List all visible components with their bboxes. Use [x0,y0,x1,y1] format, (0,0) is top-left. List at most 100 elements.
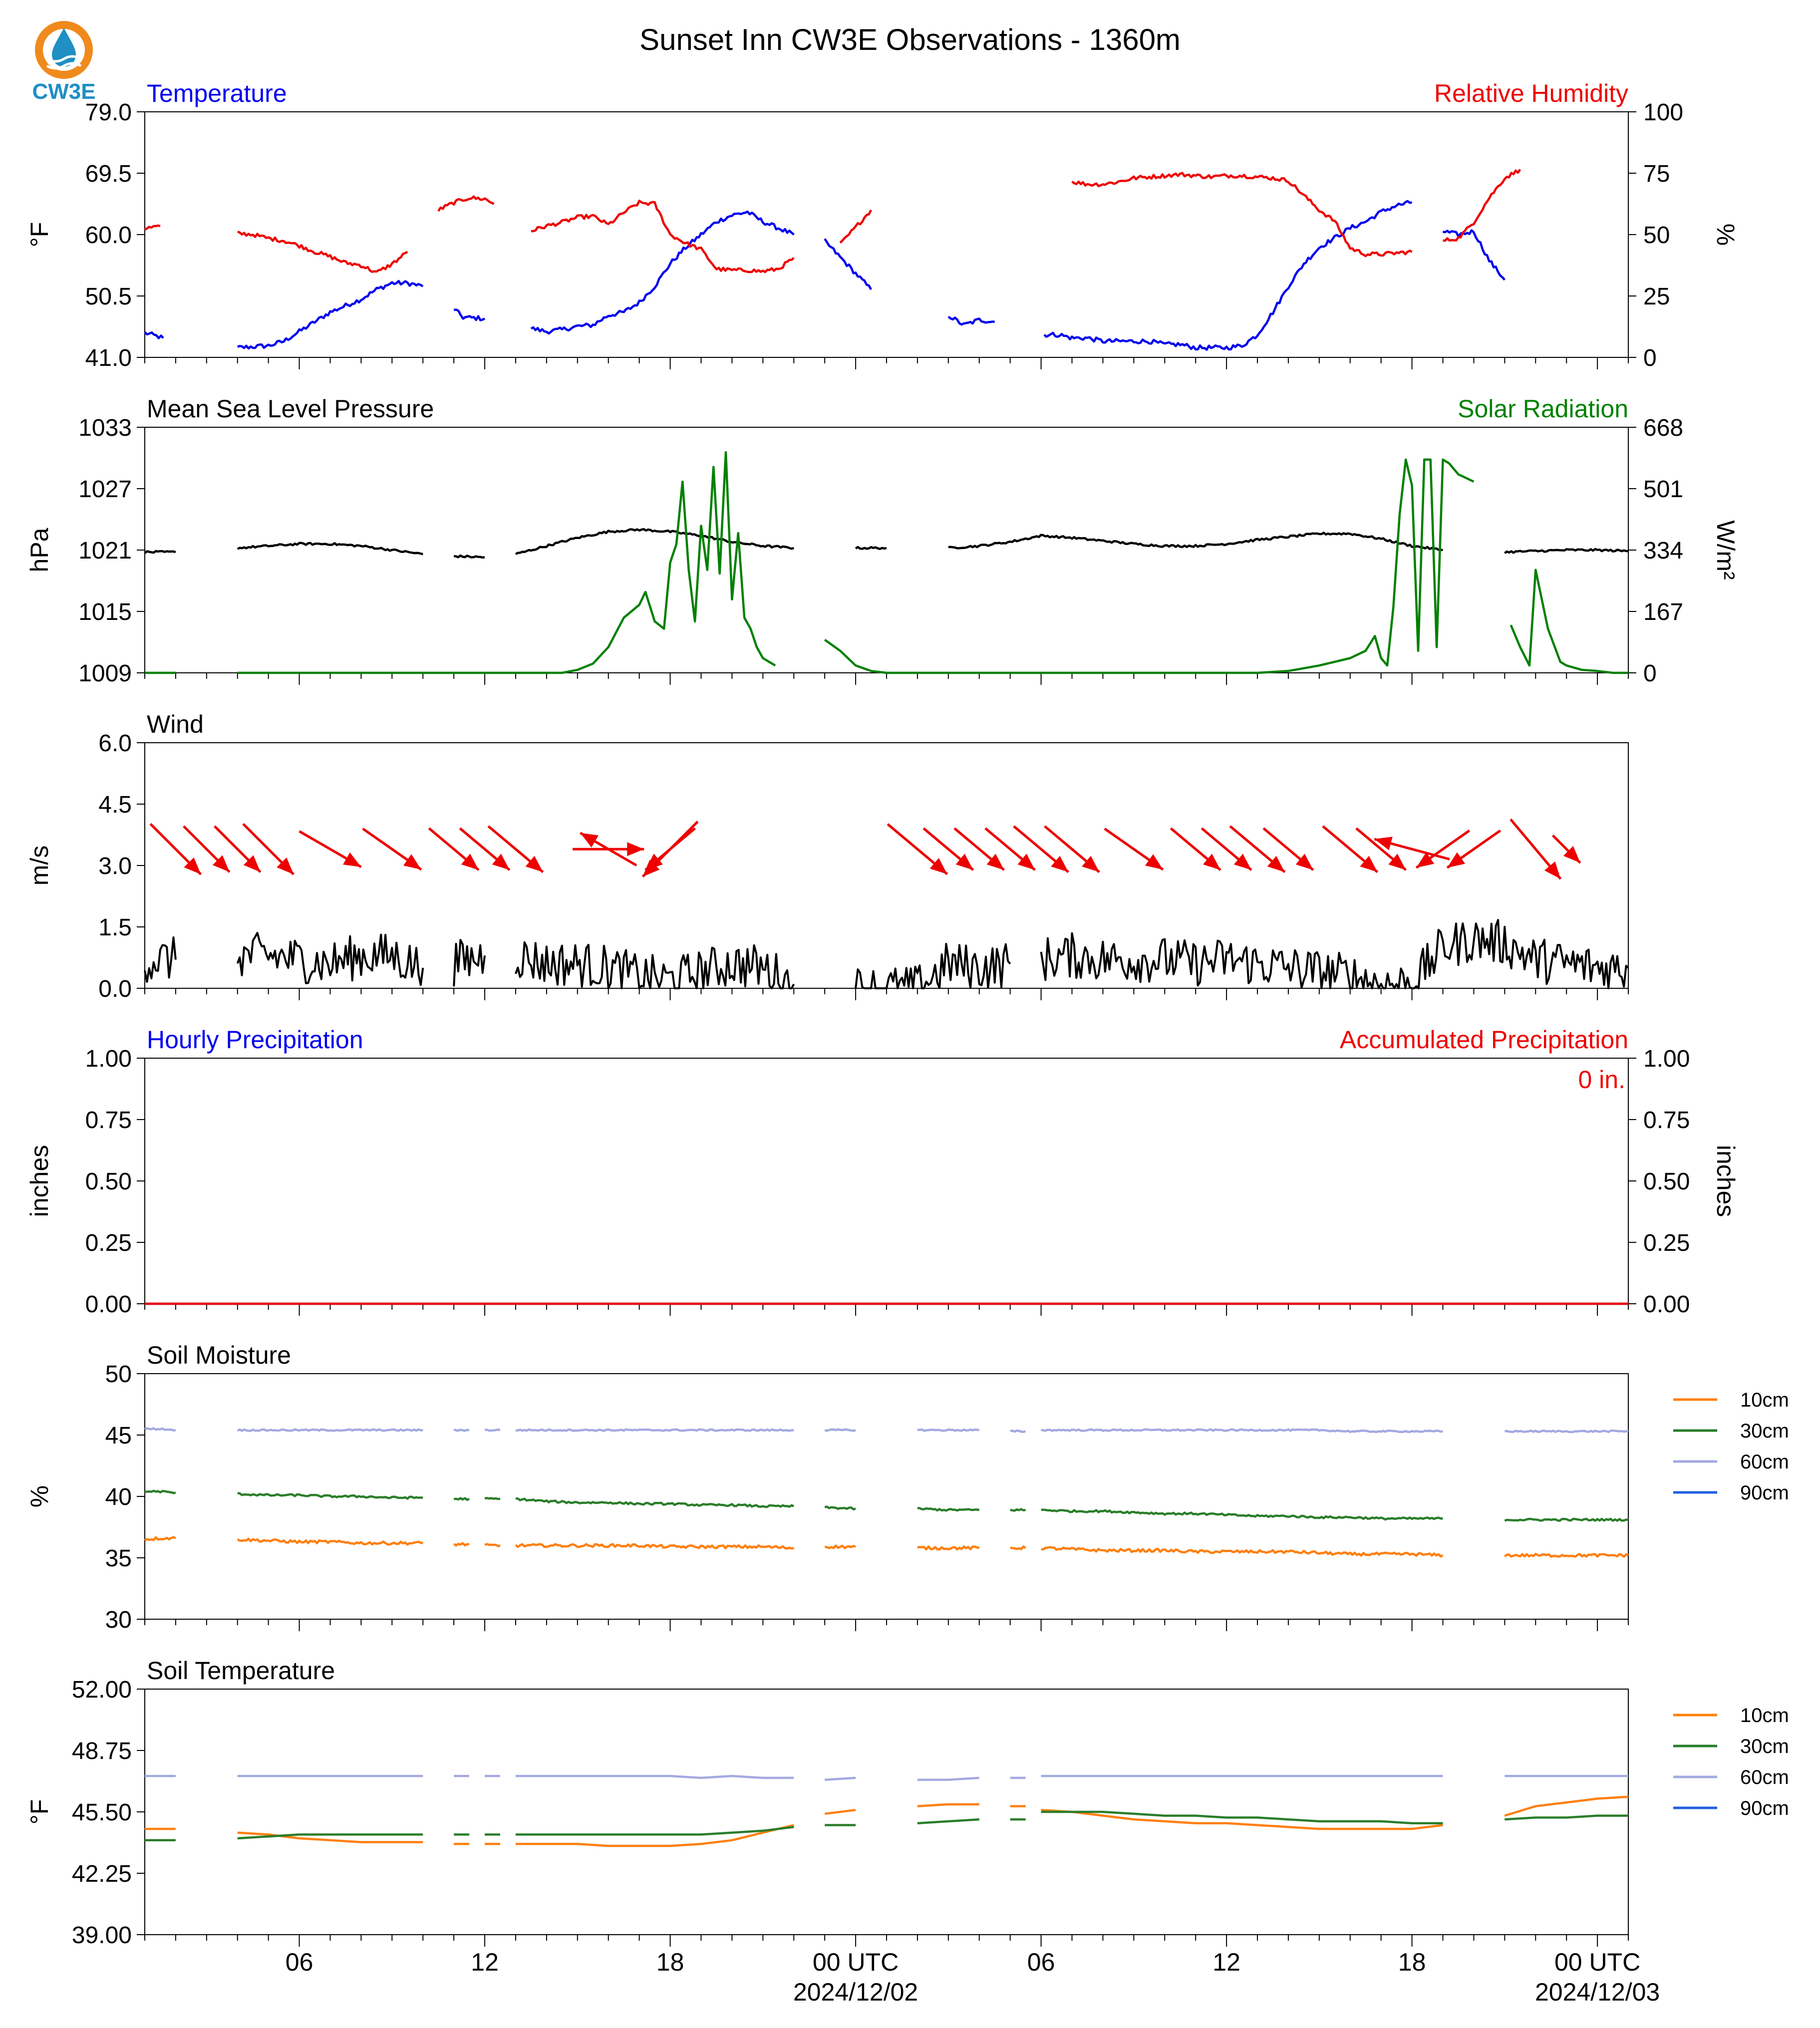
y-tick-label-right: 501 [1643,476,1683,503]
series-line-10cm [144,1536,176,1541]
series-line-60cm [1504,1429,1629,1434]
wind-arrow-head [184,857,201,874]
series-line-temperature [237,280,424,350]
series-line-10cm [484,1543,501,1547]
series-line-solar-radiation [237,451,776,674]
series-line-60cm [1010,1430,1026,1433]
wind-arrow-head [1374,837,1393,851]
series-line-relative-humidity [1443,169,1521,242]
wind-arrow [1229,825,1286,873]
series-line-10cm [237,1831,423,1843]
wind-arrow-head [1295,854,1313,870]
series-line-10cm [1041,1546,1444,1558]
series-line-wind-speed [855,943,1011,989]
y-tick-label: 42.25 [72,1861,132,1887]
series-line-60cm [453,1428,470,1432]
y-tick-label: 0.00 [85,1291,132,1318]
series-line-relative-humidity [531,200,795,274]
series-line-10cm [824,1544,856,1549]
accumulated-precip-value: 0 in. [1578,1066,1625,1094]
y-tick-label: 69.5 [85,161,132,187]
series-line-relative-humidity [1071,172,1413,258]
series-line-10cm [1504,1553,1629,1558]
series-line-60cm [484,1428,501,1432]
x-tick-label: 06 [1027,1948,1055,1976]
legend-label: 90cm [1740,1797,1789,1819]
y-tick-label: 50 [105,1361,132,1388]
series-line-wind-speed [144,936,177,983]
series-line-temperature [1043,200,1413,351]
y-axis-label-right: inches [1712,1145,1740,1217]
y-tick-label: 4.5 [98,792,132,818]
panel-temp_rh: Temperature Relative Humidity 41.0 50.5 60.0… [25,79,1740,371]
y-axis-label: inches [25,1145,53,1217]
x-tick-label: 18 [1398,1948,1426,1976]
y-tick-label: 30 [105,1607,132,1633]
y-tick-label: 60.0 [85,222,132,249]
wind-arrow-head [1267,856,1285,872]
y-tick-label: 41.0 [85,345,132,371]
series-line-mean-sea-level-pressure [1504,548,1629,554]
wind-arrow-head [1051,856,1069,872]
wind-arrow [1355,827,1407,871]
y-tick-label: 1033 [78,415,132,441]
series-line-30cm [1505,1814,1628,1821]
x-tick-label: 00 UTC [1554,1948,1640,1976]
series-line-60cm [516,1774,794,1779]
wind-arrow-head [642,860,660,877]
y-tick-label: 0.0 [98,976,132,1002]
y-tick-label-right: 0.75 [1643,1107,1690,1134]
plot-frame [144,742,1629,989]
panel-title-left: Temperature [147,79,287,107]
wind-arrow [183,825,231,873]
wind-arrow [1446,829,1502,869]
series-line-10cm [1504,1795,1629,1817]
series-line-solar-radiation [824,458,1475,674]
series-line-30cm [917,1506,980,1512]
wind-arrow [149,823,202,875]
series-line-wind-speed [236,932,424,986]
y-tick-label: 52.00 [72,1677,132,1703]
series-line-60cm [237,1428,423,1432]
wind-arrow-head [1017,854,1035,870]
wind-arrow [459,827,511,871]
y-tick-label-right: 0 [1643,660,1657,687]
y-tick-label: 1027 [78,476,132,503]
wind-arrow [573,842,644,857]
figure-title: Sunset Inn CW3E Observations - 1360m [639,23,1181,56]
y-tick-label: 45 [105,1423,132,1449]
y-tick-label-right: 0 [1643,345,1657,371]
y-tick-label: 0.50 [85,1168,132,1195]
series-line-30cm [1041,1508,1443,1521]
wind-arrow [214,825,262,873]
wind-arrow [1170,827,1221,871]
wind-arrow [644,827,696,871]
wind-arrow-head [929,858,947,874]
series-line-10cm [237,1537,423,1546]
y-axis-label: °F [25,222,53,248]
panel-title-right: Relative Humidity [1434,79,1628,107]
y-tick-label: 40 [105,1484,132,1510]
wind-arrow [1262,827,1314,871]
cw3e-logo: CW3E [29,19,99,104]
wind-arrow-head [1360,856,1378,872]
wind-arrow [1044,825,1100,873]
y-tick-label-right: 668 [1643,415,1683,441]
y-tick-label-right: 75 [1643,161,1670,187]
wind-arrow-head [1145,854,1163,870]
series-line-mean-sea-level-pressure [948,532,1443,552]
series-line-wind-speed [453,939,486,987]
y-axis-label-right: % [1712,224,1740,246]
series-line-30cm [1504,1517,1629,1522]
wind-arrow [984,827,1036,871]
panel-wind: Wind 0.0 1.5 3.0 4.5 6.0 m/s [25,710,1629,1002]
panel-title-right: Accumulated Precipitation [1340,1026,1628,1054]
y-axis-label-right: W/m² [1712,520,1740,579]
cw3e-logo-icon: CW3E [32,21,96,104]
series-line-30cm [515,1497,795,1508]
y-tick-label: 1021 [78,538,132,564]
legend-label: 10cm [1740,1389,1789,1411]
series-line-60cm [515,1428,794,1432]
y-tick-label: 35 [105,1545,132,1572]
series-line-temperature [453,308,486,321]
